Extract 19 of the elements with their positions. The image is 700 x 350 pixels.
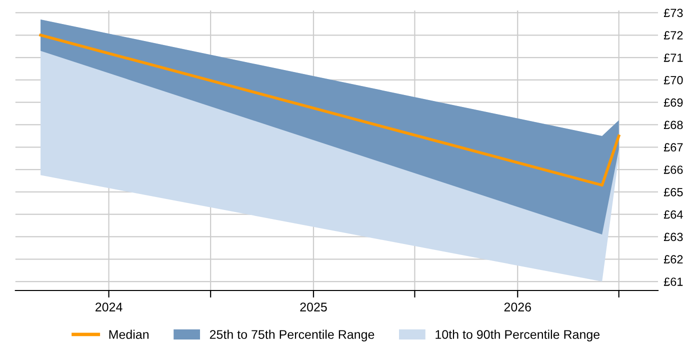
y-tick-label: £66 — [664, 166, 683, 174]
y-tick-label: £61 — [664, 278, 683, 286]
legend-label: 10th to 90th Percentile Range — [436, 330, 600, 342]
x-tick-label: 2026 — [504, 302, 531, 312]
legend-label: Median — [109, 330, 149, 339]
y-tick-label: £69 — [664, 98, 683, 107]
y-tick-label: £63 — [664, 232, 683, 242]
y-tick-label: £70 — [664, 76, 683, 84]
y-tick-label: £67 — [664, 143, 683, 152]
x-tick-label: 2025 — [300, 302, 327, 312]
y-tick-label: £65 — [664, 188, 683, 196]
y-tick-label: £73 — [664, 8, 683, 18]
legend-label: 25th to 75th Percentile Range — [210, 330, 374, 342]
y-tick-label: £71 — [664, 54, 683, 62]
y-tick-label: £64 — [664, 210, 683, 219]
y-tick-label: £68 — [664, 120, 683, 130]
x-tick-label: 2024 — [96, 302, 122, 312]
y-tick-label: £72 — [664, 31, 683, 40]
y-tick-label: £62 — [664, 255, 683, 264]
